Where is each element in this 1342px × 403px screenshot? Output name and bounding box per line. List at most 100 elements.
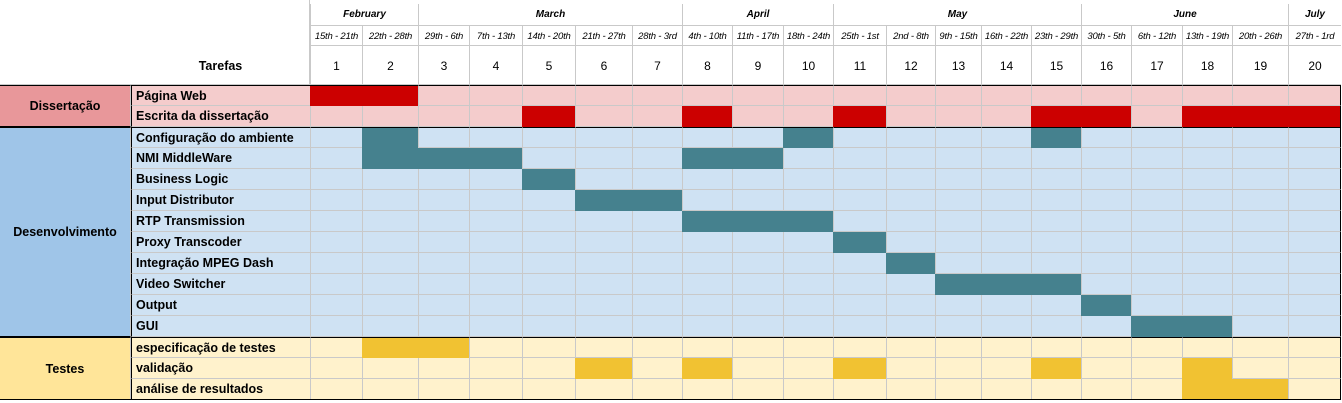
gantt-empty-cell	[732, 358, 783, 379]
gantt-empty-cell	[632, 337, 682, 358]
group-label: Dissertação	[0, 85, 131, 127]
gantt-empty-cell	[1288, 337, 1341, 358]
group-label: Desenvolvimento	[0, 127, 131, 337]
gantt-empty-cell	[1131, 379, 1182, 400]
gantt-empty-cell	[418, 358, 469, 379]
gantt-empty-cell	[310, 253, 362, 274]
week-date-range: 15th - 21th	[310, 26, 362, 46]
gantt-empty-cell	[833, 169, 886, 190]
gantt-bar-cell	[418, 337, 469, 358]
gantt-empty-cell	[575, 379, 632, 400]
task-label: Integração MPEG Dash	[131, 253, 310, 274]
gantt-empty-cell	[418, 232, 469, 253]
week-number: 7	[632, 46, 682, 85]
gantt-empty-cell	[362, 169, 418, 190]
gantt-empty-cell	[1288, 379, 1341, 400]
gantt-empty-cell	[981, 337, 1031, 358]
gantt-empty-cell	[362, 190, 418, 211]
week-number: 20	[1288, 46, 1341, 85]
gantt-empty-cell	[575, 253, 632, 274]
gantt-bar-cell	[682, 358, 732, 379]
gantt-empty-cell	[469, 274, 522, 295]
gantt-empty-cell	[783, 253, 833, 274]
gantt-empty-cell	[1131, 253, 1182, 274]
task-label: Business Logic	[131, 169, 310, 190]
gantt-empty-cell	[310, 232, 362, 253]
gantt-empty-cell	[1081, 316, 1131, 337]
gantt-empty-cell	[833, 316, 886, 337]
gantt-empty-cell	[886, 358, 935, 379]
gantt-empty-cell	[1031, 337, 1081, 358]
gantt-empty-cell	[310, 358, 362, 379]
gantt-empty-cell	[575, 127, 632, 148]
month-label: February	[310, 4, 418, 26]
gantt-empty-cell	[1131, 358, 1182, 379]
gantt-empty-cell	[1081, 127, 1131, 148]
gantt-bar-cell	[1288, 106, 1341, 127]
week-date-range: 30th - 5th	[1081, 26, 1131, 46]
gantt-empty-cell	[1232, 274, 1288, 295]
gantt-empty-cell	[935, 85, 981, 106]
task-label: GUI	[131, 316, 310, 337]
gantt-empty-cell	[833, 148, 886, 169]
gantt-empty-cell	[310, 169, 362, 190]
gantt-empty-cell	[575, 274, 632, 295]
gantt-bar-cell	[362, 85, 418, 106]
gantt-empty-cell	[575, 337, 632, 358]
gantt-empty-cell	[1182, 169, 1232, 190]
gantt-empty-cell	[886, 190, 935, 211]
gantt-empty-cell	[1031, 169, 1081, 190]
gantt-bar-cell	[1182, 358, 1232, 379]
gantt-empty-cell	[522, 232, 575, 253]
gantt-empty-cell	[310, 127, 362, 148]
gantt-bar-cell	[1182, 379, 1232, 400]
week-date-range: 6th - 12th	[1131, 26, 1182, 46]
gantt-empty-cell	[310, 316, 362, 337]
week-date-range: 22th - 28th	[362, 26, 418, 46]
gantt-empty-cell	[522, 211, 575, 232]
month-label: June	[1081, 4, 1288, 26]
gantt-bar-cell	[522, 106, 575, 127]
gantt-empty-cell	[1081, 85, 1131, 106]
gantt-bar-cell	[833, 358, 886, 379]
task-label: Output	[131, 295, 310, 316]
gantt-empty-cell	[1232, 358, 1288, 379]
gantt-empty-cell	[575, 295, 632, 316]
gantt-empty-cell	[362, 232, 418, 253]
gantt-empty-cell	[1131, 295, 1182, 316]
gantt-bar-cell	[682, 106, 732, 127]
gantt-empty-cell	[981, 379, 1031, 400]
gantt-empty-cell	[886, 295, 935, 316]
gantt-bar-cell	[1031, 358, 1081, 379]
week-date-range: 29th - 6th	[418, 26, 469, 46]
gantt-empty-cell	[1232, 127, 1288, 148]
gantt-empty-cell	[783, 106, 833, 127]
gantt-empty-cell	[1031, 85, 1081, 106]
gantt-empty-cell	[783, 337, 833, 358]
gantt-empty-cell	[1081, 232, 1131, 253]
gantt-empty-cell	[632, 211, 682, 232]
gantt-empty-cell	[1288, 211, 1341, 232]
gantt-empty-cell	[310, 274, 362, 295]
week-number: 19	[1232, 46, 1288, 85]
gantt-bar-cell	[833, 106, 886, 127]
gantt-empty-cell	[1081, 148, 1131, 169]
gantt-empty-cell	[732, 337, 783, 358]
gantt-empty-cell	[469, 316, 522, 337]
gantt-empty-cell	[1031, 253, 1081, 274]
gantt-empty-cell	[1288, 358, 1341, 379]
gantt-empty-cell	[418, 379, 469, 400]
gantt-empty-cell	[935, 211, 981, 232]
week-number: 11	[833, 46, 886, 85]
week-number: 2	[362, 46, 418, 85]
gantt-empty-cell	[981, 232, 1031, 253]
gantt-empty-cell	[981, 295, 1031, 316]
week-number: 9	[732, 46, 783, 85]
gantt-empty-cell	[310, 148, 362, 169]
gantt-empty-cell	[1131, 211, 1182, 232]
gantt-empty-cell	[362, 379, 418, 400]
gantt-empty-cell	[1288, 316, 1341, 337]
gantt-empty-cell	[981, 190, 1031, 211]
task-label: especificação de testes	[131, 337, 310, 358]
gantt-empty-cell	[833, 211, 886, 232]
